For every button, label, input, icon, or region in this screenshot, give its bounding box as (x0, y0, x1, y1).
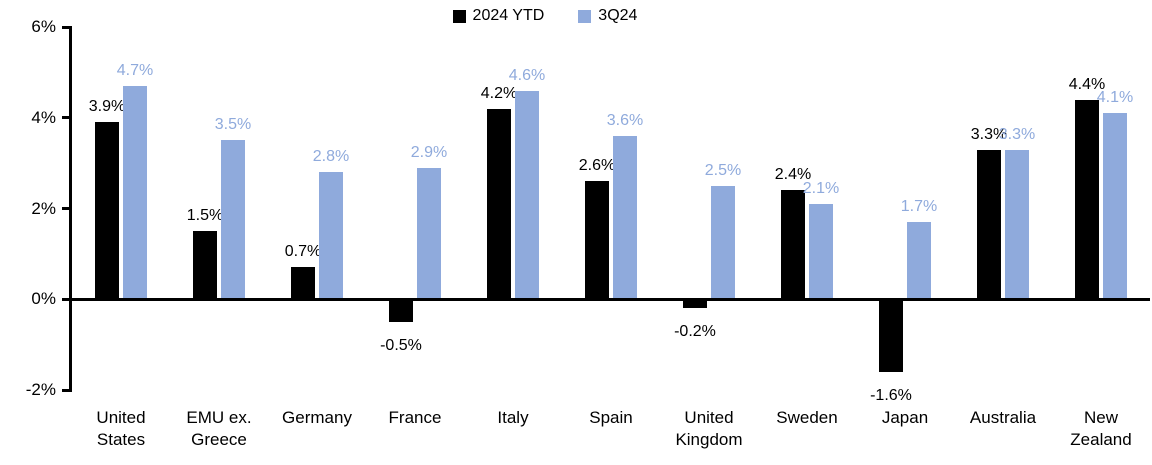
bar-value-label: -0.2% (674, 323, 716, 341)
bar-2024-ytd-new-zealand (1075, 99, 1099, 300)
bar-value-label: 4.2% (480, 84, 518, 102)
x-axis-label: Spain (589, 408, 633, 427)
x-axis-label: Japan (881, 408, 929, 427)
y-axis-tick-label: 6% (31, 17, 56, 36)
x-axis-label: United States (96, 408, 146, 449)
x-axis-label: France (388, 408, 442, 427)
bar-2024-ytd-united-states (95, 122, 119, 300)
bar-value-label: 2.9% (410, 143, 448, 161)
legend-item-2024-ytd: 2024 YTD (452, 7, 545, 25)
y-axis-tick-label: 4% (31, 107, 56, 127)
legend-label-2024-ytd: 2024 YTD (472, 7, 545, 24)
x-axis-zero-line (72, 297, 1150, 301)
bar-2024-ytd-italy (487, 108, 511, 300)
y-axis-tick (62, 25, 72, 29)
x-axis-label: New Zealand (1070, 408, 1132, 449)
y-axis-tick (62, 116, 72, 120)
bar-value-label: 3.3% (998, 125, 1036, 143)
bar-3q24-japan (907, 222, 931, 300)
x-axis-label: Germany (282, 408, 352, 427)
bar-value-label: 1.7% (900, 198, 938, 216)
x-axis-label: United Kingdom (675, 408, 743, 449)
bar-3q24-germany (319, 172, 343, 300)
legend: 2024 YTD 3Q24 (0, 7, 1090, 25)
bar-value-label: 2.8% (312, 148, 350, 166)
legend-swatch-2024-ytd (452, 9, 466, 23)
bar-3q24-spain (613, 135, 637, 300)
bar-value-label: 2.5% (704, 161, 742, 179)
bar-2024-ytd-australia (977, 149, 1001, 300)
y-axis-line (69, 25, 72, 392)
x-axis-label: Sweden (776, 408, 838, 427)
bar-3q24-new-zealand (1103, 113, 1127, 300)
bar-value-label: 3.9% (88, 98, 126, 116)
bar-value-label: 4.6% (508, 66, 546, 84)
y-axis-tick-label: 2% (31, 198, 56, 218)
bar-value-label: 4.4% (1068, 75, 1106, 93)
bar-2024-ytd-spain (585, 181, 609, 300)
y-axis-tick-label: 0% (31, 289, 56, 309)
bar-3q24-united-states (123, 85, 147, 300)
bar-2024-ytd-japan (879, 299, 903, 372)
bar-2024-ytd-united-kingdom (683, 299, 707, 309)
bar-value-label: 0.7% (284, 243, 322, 261)
bar-value-label: 2.4% (774, 166, 812, 184)
x-axis-label: Italy (497, 408, 529, 427)
bar-value-label: -0.5% (380, 336, 422, 354)
bar-2024-ytd-emu-ex-greece (193, 231, 217, 300)
y-axis-tick (62, 297, 72, 301)
bar-value-label: 3.6% (606, 111, 644, 129)
bar-3q24-united-kingdom (711, 185, 735, 300)
bar-3q24-emu-ex-greece (221, 140, 245, 300)
bar-value-label: 3.3% (970, 125, 1008, 143)
bar-value-label: 2.6% (578, 157, 616, 175)
bar-value-label: -1.6% (870, 386, 912, 404)
bar-2024-ytd-france (389, 299, 413, 322)
legend-label-3q24: 3Q24 (598, 7, 638, 24)
bar-3q24-france (417, 167, 441, 300)
bar-value-label: 2.1% (802, 179, 840, 197)
x-axis-label: EMU ex. Greece (186, 408, 252, 449)
bar-2024-ytd-sweden (781, 190, 805, 300)
y-axis-tick (62, 207, 72, 210)
x-axis-label: Australia (969, 408, 1037, 427)
legend-swatch-3q24 (578, 9, 592, 23)
bar-value-label: 3.5% (214, 116, 252, 134)
bar-2024-ytd-germany (291, 267, 315, 300)
bar-value-label: 1.5% (186, 207, 224, 225)
bar-value-label: 4.7% (116, 61, 154, 79)
y-axis-tick-label: -2% (25, 380, 56, 399)
bar-3q24-sweden (809, 203, 833, 300)
bar-value-label: 4.1% (1096, 89, 1134, 107)
y-axis-tick (62, 388, 72, 392)
bar-3q24-italy (515, 90, 539, 300)
bar-3q24-australia (1005, 149, 1029, 300)
legend-item-3q24: 3Q24 (578, 7, 637, 25)
